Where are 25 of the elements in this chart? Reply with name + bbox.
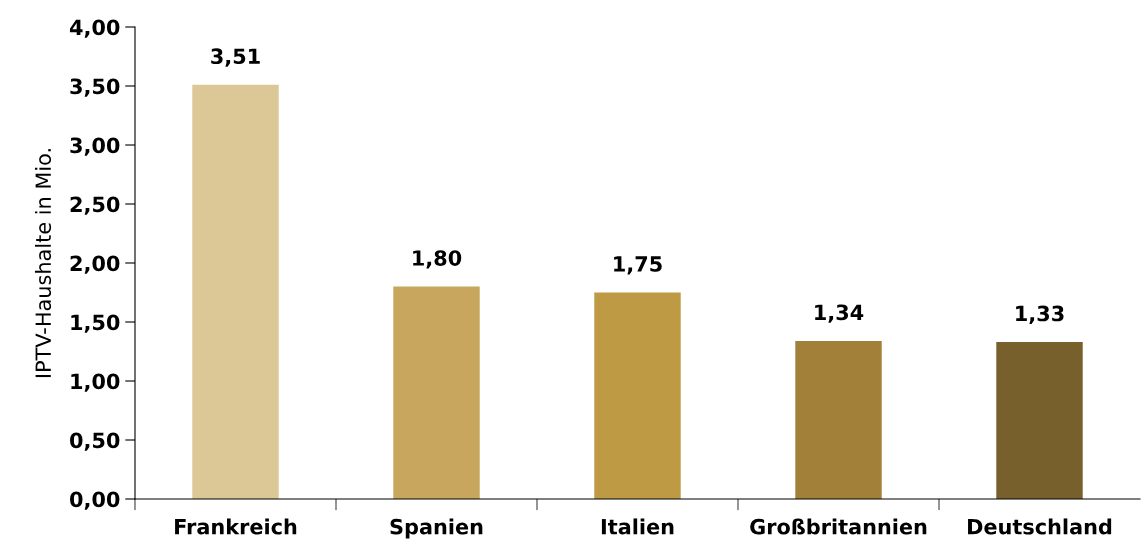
y-axis-title: IPTV-Haushalte in Mio. bbox=[34, 149, 52, 378]
y-tick-label: 4,00 bbox=[69, 19, 120, 38]
data-label: 1,80 bbox=[413, 250, 462, 269]
bar bbox=[594, 292, 681, 499]
x-tick-label: Italien bbox=[601, 518, 674, 535]
bar bbox=[393, 286, 480, 499]
x-tick-label: Deutschland bbox=[968, 518, 1112, 535]
bar bbox=[996, 342, 1083, 499]
bar bbox=[192, 84, 279, 499]
x-tick-label: Spanien bbox=[390, 518, 483, 539]
data-label: 1,34 bbox=[815, 304, 864, 323]
x-tick-label: Frankreich bbox=[175, 518, 297, 535]
y-tick-label: 3,50 bbox=[70, 78, 120, 97]
data-label: 1,75 bbox=[614, 256, 662, 275]
y-tick-label: 1,00 bbox=[71, 373, 120, 392]
data-label: 1,33 bbox=[1016, 305, 1064, 325]
y-tick-label: 2,00 bbox=[70, 255, 120, 274]
bar bbox=[795, 340, 882, 499]
y-tick-label: 3,00 bbox=[70, 137, 120, 156]
x-tick-label: Großbritannien bbox=[750, 518, 927, 535]
y-tick-label: 2,50 bbox=[70, 196, 120, 215]
y-tick-label: 1,50 bbox=[71, 314, 120, 333]
y-tick-label: 0,00 bbox=[70, 491, 120, 510]
data-label: 3,51 bbox=[211, 48, 260, 67]
y-tick-label: 0,50 bbox=[70, 432, 120, 451]
